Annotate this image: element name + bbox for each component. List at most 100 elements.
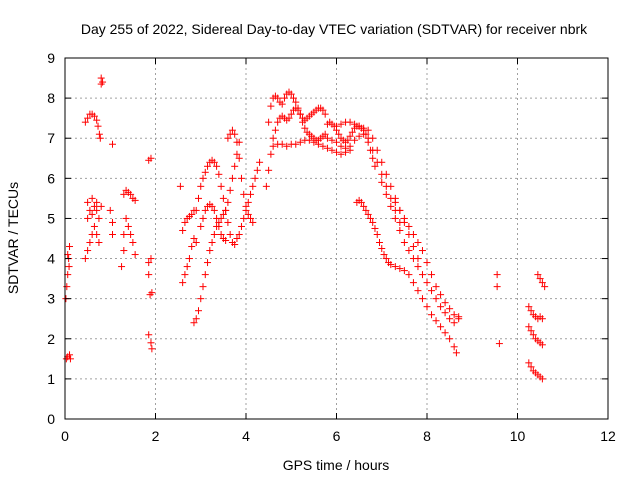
- data-point: [369, 134, 377, 142]
- x-tick-label: 12: [600, 428, 616, 444]
- data-point: [369, 154, 377, 162]
- data-point: [84, 114, 92, 122]
- data-point: [97, 202, 105, 210]
- data-point: [283, 142, 291, 150]
- data-point: [63, 283, 71, 291]
- data-point: [357, 198, 365, 206]
- data-point: [237, 222, 245, 230]
- data-point: [244, 198, 252, 206]
- data-point: [534, 271, 542, 279]
- data-point: [199, 174, 207, 182]
- data-point: [231, 130, 239, 138]
- data-point: [323, 144, 331, 152]
- data-point: [81, 118, 89, 126]
- data-point: [231, 241, 239, 249]
- data-point: [337, 142, 345, 150]
- data-point: [217, 230, 225, 238]
- data-point: [192, 315, 200, 323]
- data-point: [197, 222, 205, 230]
- data-point: [233, 235, 241, 242]
- data-point: [242, 206, 250, 214]
- data-point: [148, 345, 156, 353]
- data-point: [86, 239, 94, 247]
- data-point: [337, 150, 345, 158]
- data-point: [145, 271, 153, 279]
- data-point: [375, 239, 383, 247]
- data-point: [194, 307, 202, 315]
- data-point: [527, 307, 535, 315]
- data-point: [396, 206, 404, 214]
- x-tick-label: 8: [423, 428, 431, 444]
- data-point: [190, 319, 198, 327]
- data-point: [428, 311, 436, 319]
- data-point: [423, 259, 431, 267]
- data-point: [495, 340, 503, 348]
- data-point: [333, 122, 340, 130]
- data-point: [437, 323, 445, 331]
- data-point: [124, 222, 132, 230]
- data-point: [109, 230, 117, 238]
- y-tick-label: 0: [47, 411, 55, 427]
- data-point: [120, 190, 128, 198]
- data-point: [93, 116, 101, 124]
- data-point: [267, 150, 275, 158]
- data-point: [538, 279, 546, 287]
- data-point: [400, 239, 408, 247]
- data-point: [292, 98, 300, 106]
- data-point: [213, 214, 221, 222]
- data-point: [450, 343, 458, 351]
- data-point: [382, 170, 390, 178]
- y-tick-label: 8: [47, 90, 55, 106]
- data-point: [396, 226, 404, 234]
- data-point: [190, 235, 198, 242]
- data-point: [294, 106, 302, 114]
- data-point: [210, 158, 218, 166]
- data-point: [346, 132, 354, 140]
- data-point: [224, 218, 232, 226]
- data-point: [364, 210, 372, 218]
- data-point: [418, 247, 426, 255]
- data-point: [414, 263, 422, 271]
- data-point: [285, 114, 293, 122]
- data-point: [208, 239, 216, 247]
- data-point: [147, 339, 155, 347]
- data-point: [319, 142, 327, 150]
- data-point: [95, 214, 103, 222]
- data-point: [194, 194, 202, 202]
- data-point: [204, 259, 212, 267]
- data-point: [224, 198, 232, 206]
- data-point: [278, 140, 286, 148]
- data-point: [222, 237, 230, 245]
- data-point: [66, 351, 74, 359]
- data-point: [145, 259, 153, 267]
- data-point: [181, 218, 189, 226]
- y-axis-label: SDTVAR / TECUs: [5, 182, 21, 294]
- data-point: [84, 214, 92, 222]
- data-point: [378, 245, 386, 253]
- data-point: [109, 218, 117, 226]
- data-point: [346, 118, 354, 126]
- data-point: [90, 202, 98, 210]
- data-point: [323, 134, 331, 142]
- data-point: [148, 289, 156, 297]
- data-point: [391, 263, 399, 271]
- x-axis-label: GPS time / hours: [283, 457, 390, 473]
- data-point: [127, 230, 135, 238]
- data-point: [538, 375, 546, 383]
- data-point: [437, 291, 445, 299]
- data-point: [525, 323, 533, 331]
- data-point: [380, 251, 388, 259]
- data-point: [337, 120, 345, 128]
- data-point: [265, 166, 273, 174]
- data-point: [348, 128, 356, 136]
- data-point: [122, 214, 130, 222]
- data-point: [269, 142, 277, 150]
- data-point: [538, 315, 546, 323]
- data-point: [382, 255, 390, 263]
- data-point: [256, 158, 264, 166]
- data-point: [179, 279, 187, 287]
- data-point: [280, 94, 288, 102]
- data-point: [240, 190, 248, 198]
- chart-title: Day 255 of 2022, Sidereal Day-to-day VTE…: [81, 21, 588, 37]
